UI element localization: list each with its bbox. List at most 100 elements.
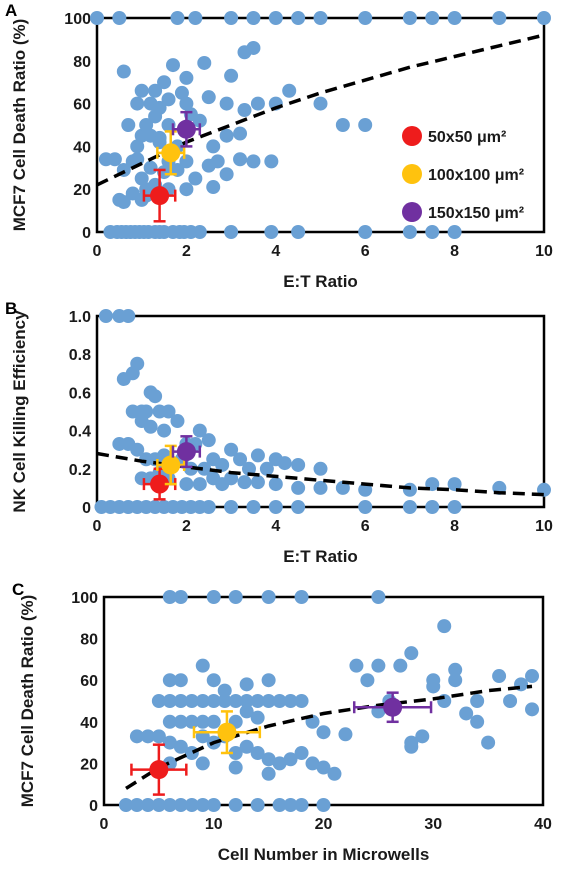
data-point bbox=[192, 477, 207, 492]
data-point bbox=[316, 725, 331, 740]
data-point bbox=[165, 58, 180, 73]
panel-C-trend-line bbox=[125, 684, 533, 790]
data-point bbox=[228, 590, 243, 604]
mean-marker bbox=[161, 143, 181, 163]
data-point bbox=[219, 128, 234, 143]
data-point bbox=[112, 11, 127, 25]
data-point bbox=[277, 456, 292, 471]
mean-marker bbox=[176, 119, 196, 139]
data-point bbox=[250, 694, 265, 708]
data-point bbox=[228, 694, 243, 708]
data-point bbox=[259, 461, 274, 476]
data-point bbox=[125, 404, 140, 419]
panel-A-letter: A bbox=[5, 1, 17, 20]
data-point bbox=[219, 96, 234, 111]
data-point bbox=[261, 673, 276, 688]
data-point bbox=[192, 113, 207, 128]
panel-A-ytick-label: 80 bbox=[73, 54, 91, 71]
data-point bbox=[206, 139, 221, 154]
panel-A-xtick-label: 8 bbox=[450, 243, 459, 260]
panel-B-ytick-label: 0.6 bbox=[69, 385, 91, 402]
data-point bbox=[335, 480, 350, 495]
data-point bbox=[470, 714, 485, 729]
data-point bbox=[170, 11, 185, 25]
panel-B-x-axis-title: E:T Ratio bbox=[283, 547, 358, 566]
data-point bbox=[283, 752, 298, 767]
data-point bbox=[402, 225, 417, 239]
data-point bbox=[173, 694, 188, 708]
data-point bbox=[250, 710, 265, 725]
data-point bbox=[250, 448, 265, 463]
data-point bbox=[206, 590, 221, 604]
panel-B-letter: B bbox=[5, 299, 17, 318]
panel-C-ytick-label: 80 bbox=[80, 632, 98, 649]
data-point bbox=[294, 746, 309, 760]
data-point bbox=[228, 798, 243, 812]
panel-C-xtick-label: 40 bbox=[534, 816, 552, 833]
data-point bbox=[294, 694, 309, 708]
data-point bbox=[151, 729, 166, 744]
data-point bbox=[151, 694, 166, 708]
data-point bbox=[224, 471, 239, 486]
panel-A-y-axis-title: MCF7 Cell Death Ratio (%) bbox=[10, 19, 29, 232]
data-point bbox=[492, 669, 507, 684]
data-point bbox=[192, 423, 207, 438]
data-point bbox=[197, 461, 212, 476]
data-point bbox=[148, 83, 163, 98]
data-point bbox=[447, 225, 462, 239]
data-point bbox=[261, 590, 276, 604]
panel-A-xtick-label: 0 bbox=[93, 243, 102, 260]
data-point bbox=[192, 225, 207, 239]
data-point bbox=[206, 798, 221, 812]
data-point bbox=[294, 590, 309, 604]
data-point bbox=[162, 694, 177, 708]
data-point bbox=[237, 103, 252, 118]
data-point bbox=[162, 714, 177, 729]
panel-B-xtick-label: 0 bbox=[93, 518, 102, 535]
data-point bbox=[184, 798, 199, 812]
data-point bbox=[152, 100, 167, 115]
panel-B-ytick-label: 0.8 bbox=[69, 347, 91, 364]
data-point bbox=[237, 475, 252, 490]
data-point bbox=[233, 126, 248, 141]
data-point bbox=[217, 683, 232, 698]
data-point bbox=[143, 419, 158, 434]
data-point bbox=[360, 673, 375, 688]
data-point bbox=[239, 739, 254, 754]
panel-C-ytick-label: 0 bbox=[89, 798, 98, 815]
panel-B-xtick-label: 8 bbox=[450, 518, 459, 535]
data-point bbox=[173, 673, 188, 688]
data-point bbox=[316, 760, 331, 775]
data-point bbox=[206, 694, 221, 708]
data-point bbox=[291, 500, 306, 514]
data-point bbox=[206, 714, 221, 729]
data-point bbox=[425, 500, 440, 514]
data-point bbox=[129, 798, 144, 812]
data-point bbox=[179, 154, 194, 169]
data-point bbox=[174, 85, 189, 100]
data-point bbox=[140, 729, 155, 744]
data-point bbox=[134, 171, 149, 186]
data-point bbox=[415, 729, 430, 744]
data-point bbox=[291, 225, 306, 239]
data-point bbox=[201, 500, 216, 514]
data-point bbox=[268, 11, 283, 25]
data-point bbox=[335, 118, 350, 132]
data-point bbox=[313, 96, 328, 111]
legend-marker bbox=[402, 126, 422, 146]
panel-B-frame bbox=[95, 314, 546, 509]
data-point bbox=[437, 619, 452, 634]
data-point bbox=[121, 118, 136, 132]
data-point bbox=[201, 433, 216, 448]
panel-B-xtick-label: 10 bbox=[535, 518, 553, 535]
data-point bbox=[402, 11, 417, 25]
data-point bbox=[264, 225, 279, 239]
data-point bbox=[130, 442, 145, 457]
data-point bbox=[152, 135, 167, 150]
panel-A-x-axis-title: E:T Ratio bbox=[283, 272, 358, 291]
data-point bbox=[224, 442, 239, 457]
data-point bbox=[358, 118, 373, 132]
data-point bbox=[206, 180, 221, 195]
legend-label: 100x100 μm² bbox=[428, 167, 524, 184]
